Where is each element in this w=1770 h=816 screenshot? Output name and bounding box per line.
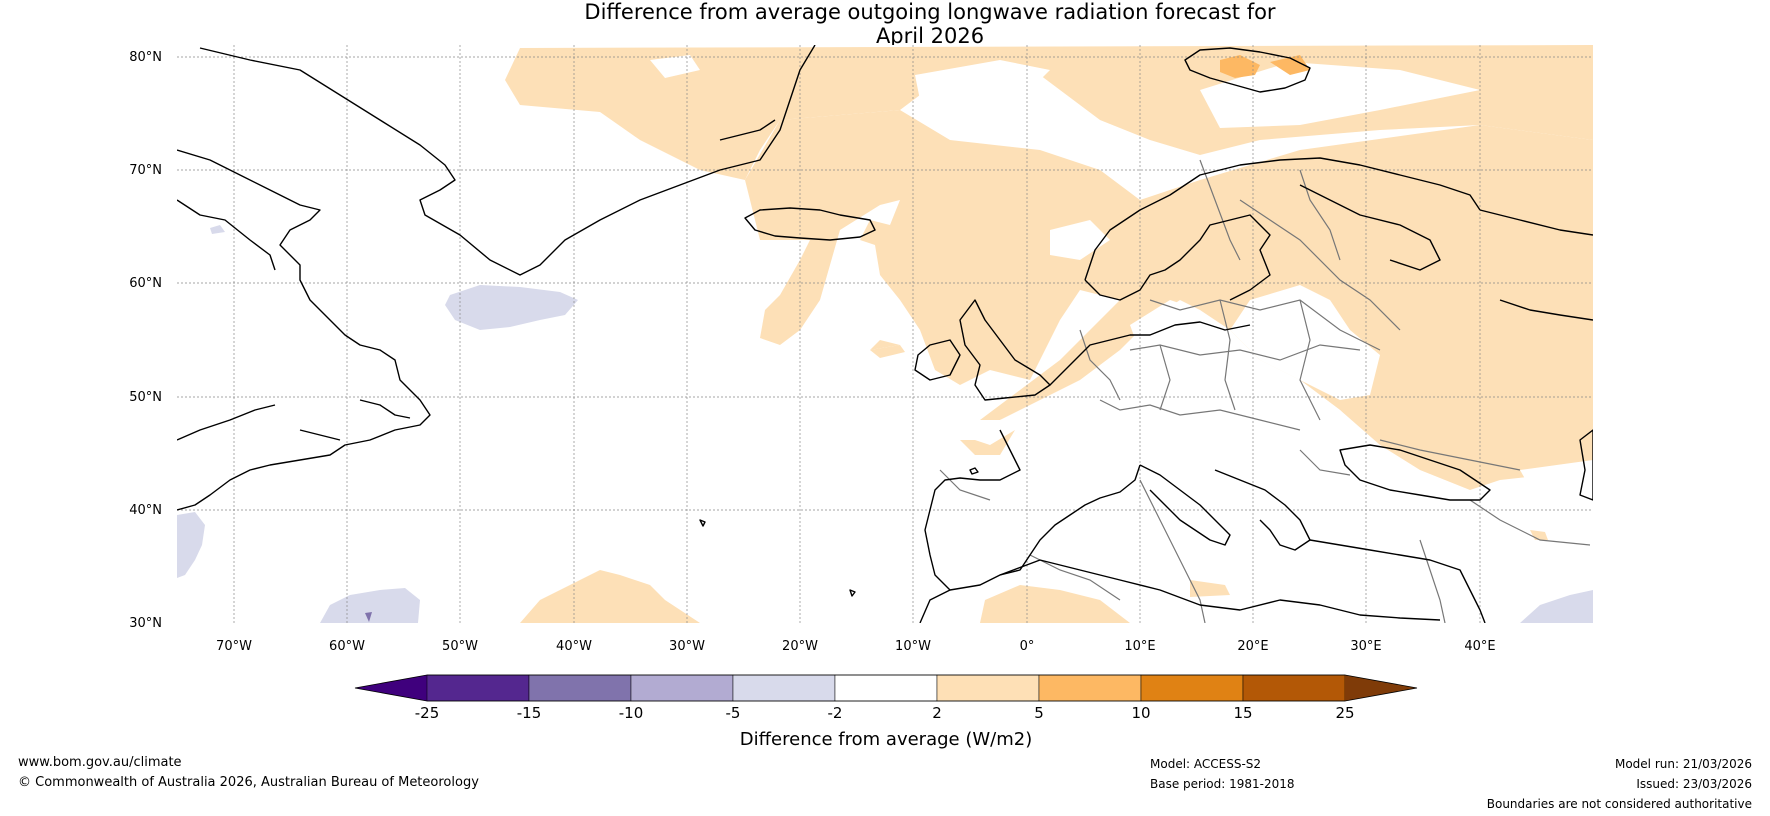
colorbar-extend-high bbox=[1345, 675, 1417, 701]
colorbar-tick-labels: -25 -15 -10 -5 -2 2 5 10 15 25 bbox=[415, 704, 1355, 722]
title-line-2: April 2026 bbox=[875, 24, 985, 48]
lon-label-60w: 60°W bbox=[329, 639, 365, 654]
colorbar-segment bbox=[732, 674, 836, 702]
disclaimer-text: Boundaries are not considered authoritat… bbox=[1486, 797, 1752, 811]
lon-label-70w: 70°W bbox=[216, 639, 252, 654]
model-run-text: Model run: 21/03/2026 bbox=[1614, 757, 1752, 771]
colorbar-segment bbox=[426, 674, 530, 702]
colorbar-segment bbox=[528, 674, 632, 702]
colorbar-label: Difference from average (W/m2) bbox=[740, 729, 1032, 750]
colorbar-segment bbox=[834, 674, 938, 702]
gridlines bbox=[177, 45, 1593, 623]
colorbar-segment bbox=[1038, 674, 1142, 702]
colorbar-segment bbox=[630, 674, 734, 702]
lon-label-40e: 40°E bbox=[1464, 639, 1495, 654]
colorbar-tick: -15 bbox=[517, 704, 542, 722]
colorbar-tick: -5 bbox=[726, 704, 741, 722]
negative-anomaly-core bbox=[365, 612, 372, 622]
colorbar-tick: 10 bbox=[1131, 704, 1150, 722]
lon-label-40w: 40°W bbox=[556, 639, 592, 654]
lon-label-50w: 50°W bbox=[442, 639, 478, 654]
title-line-1: Difference from average outgoing longwav… bbox=[584, 0, 1276, 24]
lon-label-10w: 10°W bbox=[895, 639, 931, 654]
colorbar-outline bbox=[354, 674, 1418, 702]
colorbar-tick: 2 bbox=[932, 704, 942, 722]
colorbar-tick: 25 bbox=[1335, 704, 1354, 722]
coastlines bbox=[177, 45, 1593, 623]
colorbar-tick: -2 bbox=[828, 704, 843, 722]
latitude-labels: 80°N 70°N 60°N 50°N 40°N 30°N bbox=[129, 50, 162, 631]
colorbar: -25 -15 -10 -5 -2 2 5 10 15 25 Differenc… bbox=[354, 674, 1418, 750]
lat-label-40n: 40°N bbox=[129, 503, 162, 518]
website-text: www.bom.gov.au/climate bbox=[18, 755, 182, 770]
base-period-text: Base period: 1981-2018 bbox=[1150, 777, 1295, 791]
colorbar-segment bbox=[1242, 674, 1346, 702]
lon-label-10e: 10°E bbox=[1124, 639, 1155, 654]
lat-label-70n: 70°N bbox=[129, 163, 162, 178]
chart-title: Difference from average outgoing longwav… bbox=[0, 0, 1770, 48]
colorbar-extend-low bbox=[355, 675, 427, 701]
colorbar-tick: -25 bbox=[415, 704, 440, 722]
colorbar-tick: 5 bbox=[1034, 704, 1044, 722]
lat-label-50n: 50°N bbox=[129, 390, 162, 405]
light-orange-anomaly bbox=[1220, 55, 1310, 78]
colorbar-segment bbox=[1140, 674, 1244, 702]
negative-anomaly-shading bbox=[177, 225, 1593, 623]
lat-label-30n: 30°N bbox=[129, 616, 162, 631]
colorbar-tick: 15 bbox=[1233, 704, 1252, 722]
lon-label-20w: 20°W bbox=[782, 639, 818, 654]
model-text: Model: ACCESS-S2 bbox=[1150, 757, 1262, 771]
colorbar-tick: -10 bbox=[619, 704, 644, 722]
copyright-text: © Commonwealth of Australia 2026, Austra… bbox=[18, 775, 479, 790]
colorbar-segment bbox=[936, 674, 1040, 702]
white-gaps bbox=[650, 55, 1593, 505]
lon-label-30e: 30°E bbox=[1350, 639, 1381, 654]
lon-label-20e: 20°E bbox=[1237, 639, 1268, 654]
longitude-labels: 70°W 60°W 50°W 40°W 30°W 20°W 10°W 0° 10… bbox=[216, 639, 1496, 654]
issued-text: Issued: 23/03/2026 bbox=[1636, 777, 1752, 791]
lat-label-60n: 60°N bbox=[129, 276, 162, 291]
lat-label-80n: 80°N bbox=[129, 50, 162, 65]
country-borders bbox=[939, 159, 1591, 623]
lon-label-30w: 30°W bbox=[669, 639, 705, 654]
lon-label-0: 0° bbox=[1020, 639, 1035, 654]
